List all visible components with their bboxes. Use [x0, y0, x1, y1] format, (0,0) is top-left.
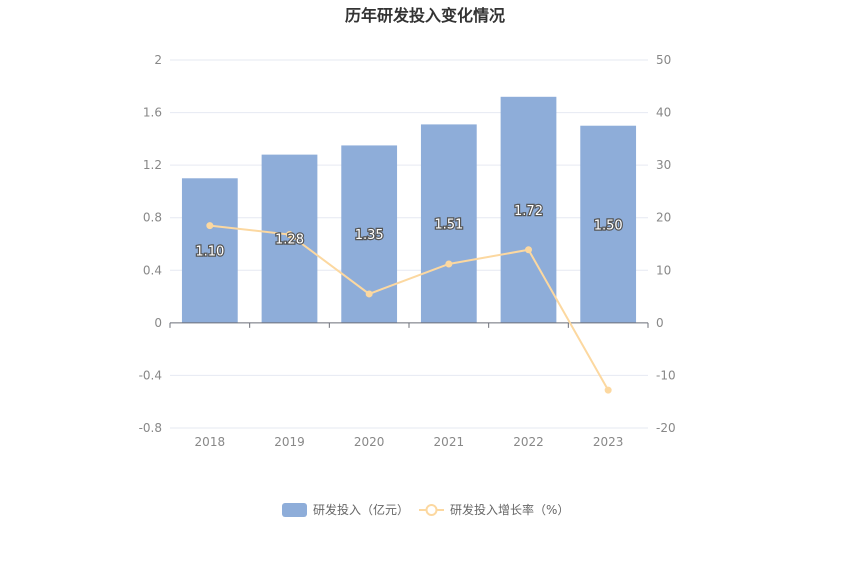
y-left-tick-label: 1.6 [143, 106, 162, 120]
y-left-tick-label: 0.4 [143, 263, 162, 277]
y-right-tick-label: 40 [656, 106, 671, 120]
y-left-tick-label: 0.8 [143, 211, 162, 225]
bar-value-label: 1.10 [195, 245, 224, 260]
bar-value-label: 1.28 [275, 233, 304, 248]
x-tick-label: 2020 [354, 435, 385, 449]
bar-value-label: 1.72 [514, 204, 543, 219]
legend-line-marker [425, 504, 438, 516]
growth-point [286, 231, 293, 239]
y-right-tick-label: 0 [656, 316, 664, 330]
x-tick-label: 2018 [195, 435, 226, 449]
x-tick-label: 2021 [434, 435, 465, 449]
bar [500, 96, 557, 323]
legend-line-label: 研发投入增长率（%） [450, 502, 569, 517]
y-left-tick-label: 1.2 [143, 158, 162, 172]
growth-point [604, 386, 612, 394]
legend-bar-label: 研发投入（亿元） [313, 502, 409, 517]
y-left-tick-label: -0.4 [139, 368, 162, 382]
bar [181, 178, 238, 323]
legend-bar-swatch [282, 503, 307, 517]
bar [261, 154, 318, 323]
bar-value-label: 1.51 [434, 218, 463, 233]
x-tick-label: 2022 [513, 435, 544, 449]
y-left-tick-label: -0.8 [139, 421, 162, 435]
y-right-tick-label: 50 [656, 53, 671, 67]
bar-value-label: 1.35 [355, 228, 384, 243]
chart-title: 历年研发投入变化情况 [344, 6, 505, 25]
x-tick-label: 2019 [274, 435, 305, 449]
y-right-tick-label: 30 [656, 158, 671, 172]
bar [420, 124, 477, 323]
bar-value-label: 1.50 [594, 218, 623, 233]
y-right-tick-label: -10 [656, 368, 676, 382]
y-right-tick-label: 10 [656, 263, 671, 277]
growth-point [445, 260, 453, 268]
growth-point [365, 290, 373, 298]
x-tick-label: 2023 [593, 435, 624, 449]
y-right-tick-label: 20 [656, 211, 671, 225]
y-right-tick-label: -20 [656, 421, 676, 435]
growth-point [525, 246, 532, 254]
y-left-tick-label: 0 [154, 316, 162, 330]
bar [580, 125, 637, 323]
growth-line [209, 224, 610, 391]
y-left-tick-label: 2 [154, 53, 162, 67]
growth-point [206, 222, 214, 230]
